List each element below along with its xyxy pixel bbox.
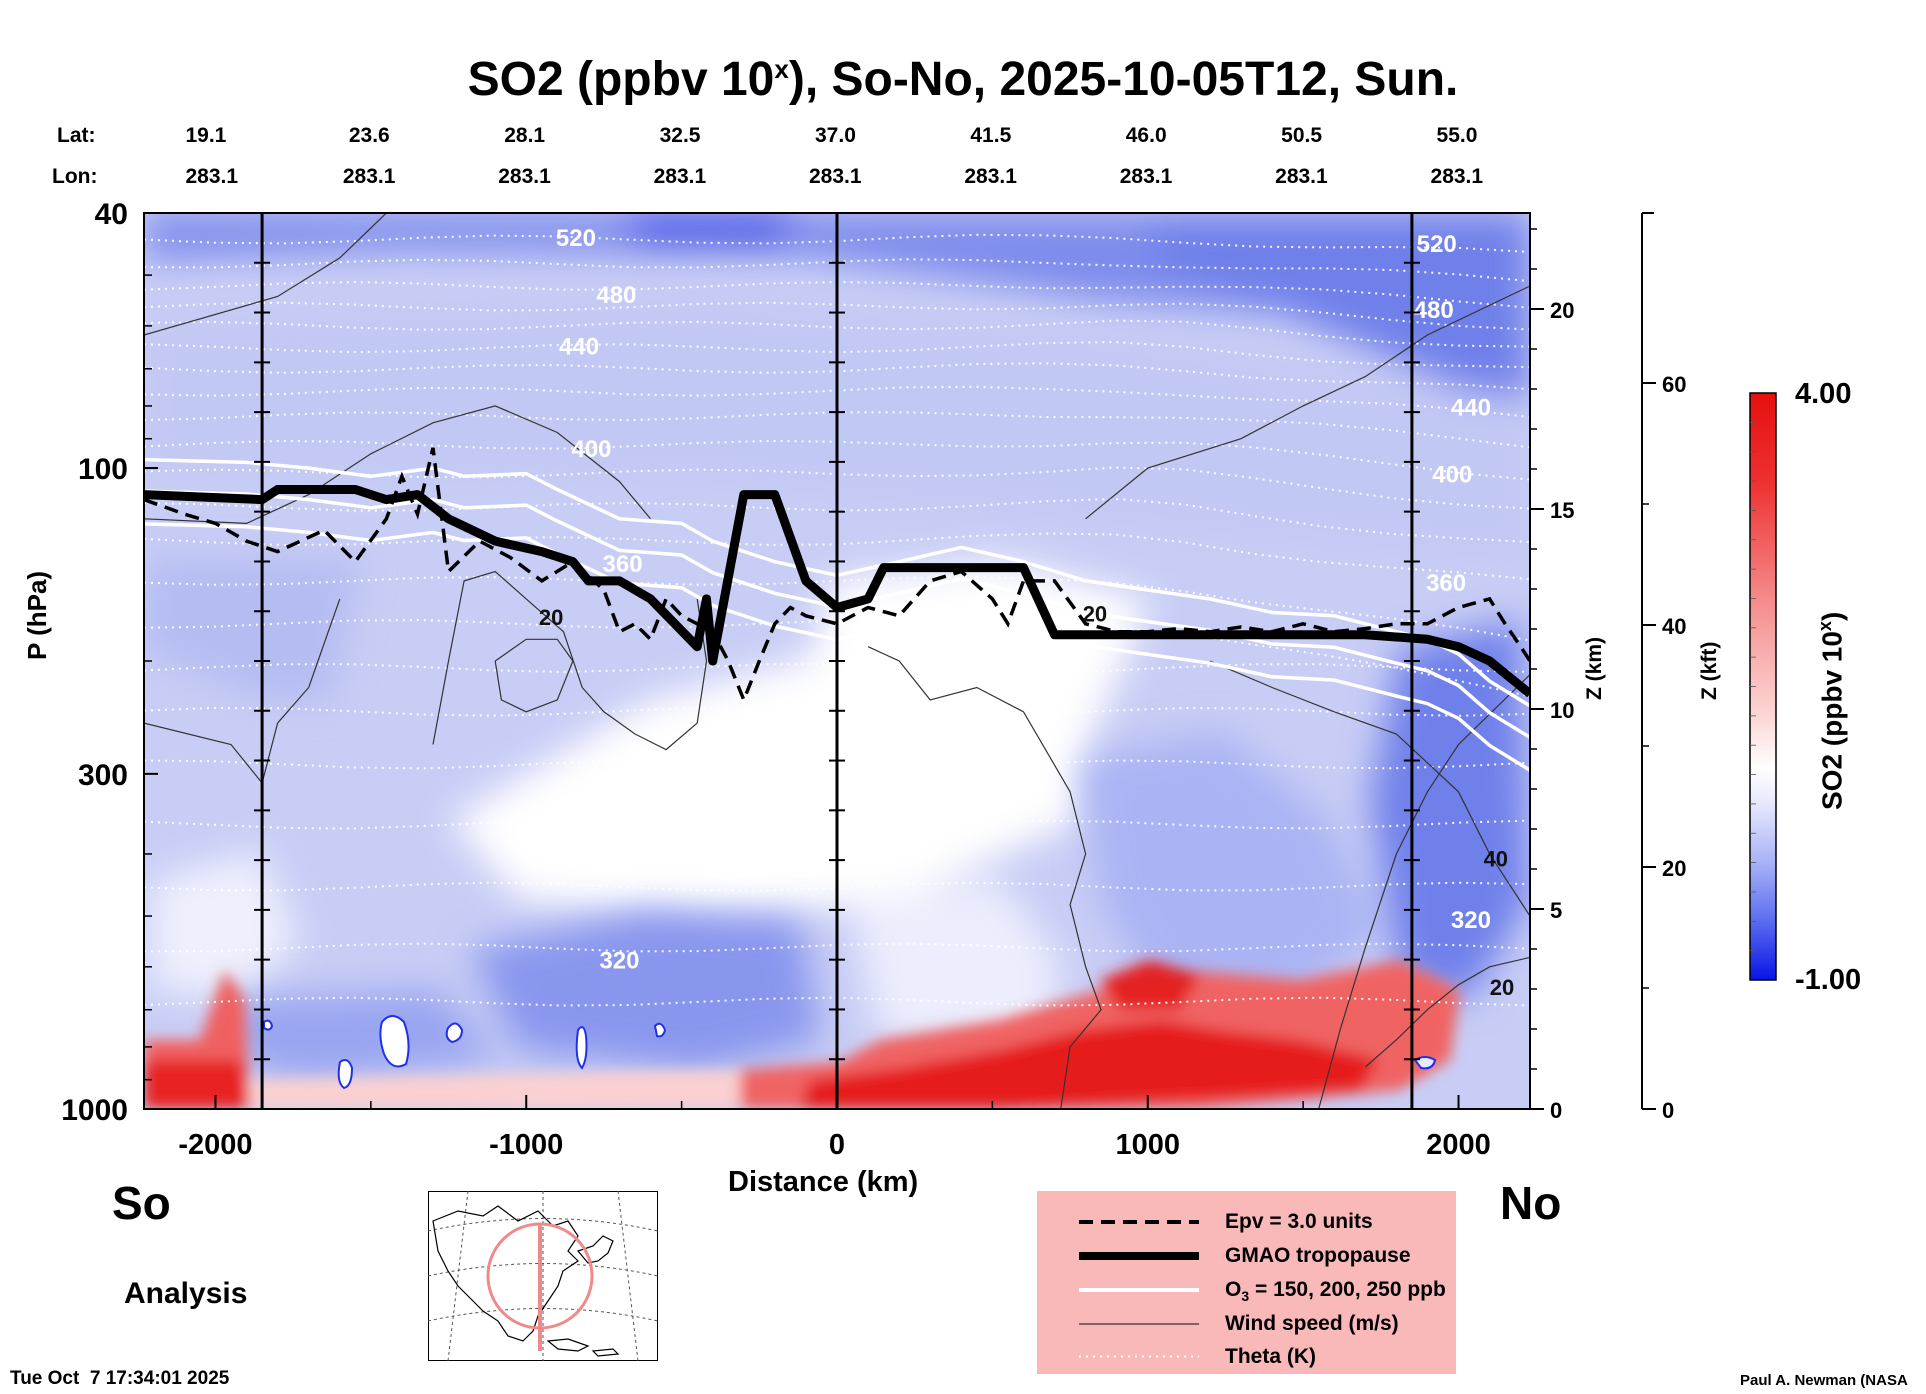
y-tick-label: 100 [78,453,128,486]
inset-map [428,1191,658,1361]
theta-label: 480 [596,282,636,309]
wind-contour [494,638,574,713]
lon-value: 283.1 [1430,165,1484,188]
y-axis-label: P (hPa) [22,570,52,660]
theta-label: 360 [603,551,643,578]
wind-contour [144,405,651,525]
theta-label: 320 [1451,907,1491,934]
wind-contour [1085,285,1530,520]
theta-label: 400 [571,436,611,463]
wind-label: 20 [539,605,563,630]
theta-label: 320 [599,947,639,974]
x-tick-label: -2000 [178,1129,252,1161]
lat-value: 50.5 [1281,124,1323,147]
wind-label: 20 [1083,602,1107,627]
lon-value: 283.1 [653,165,707,188]
lat-value: 55.0 [1436,124,1478,147]
legend-item-tropopause: GMAO tropopause [1079,1244,1411,1267]
x-tick-label: 0 [829,1129,845,1161]
wind-contour [1209,660,1530,917]
direction-right-label: No [1500,1177,1562,1229]
wind-contour [1318,674,1530,1109]
lat-value: 23.6 [348,124,390,147]
lon-value: 283.1 [1119,165,1173,188]
lon-value: 283.1 [1275,165,1328,188]
colorbar-max-label: 4.00 [1795,378,1852,410]
theta-label: 440 [1451,395,1491,422]
y-tick-label: 300 [78,759,128,792]
wind-contour [1364,956,1530,1068]
lat-label: Lat: [57,124,96,147]
theta-label: 440 [559,333,599,360]
direction-left-label: So [112,1177,171,1229]
z-km-tick-label: 20 [1550,298,1574,323]
x-axis-label: Distance (km) [728,1166,919,1198]
wind-contour [867,646,1102,1109]
theta-label: 480 [1414,297,1454,324]
z-kft-axis-label: Z (kft) [1698,641,1721,700]
lon-label: Lon: [52,165,98,188]
colorbar-title: SO2 (ppbv 10x) [1815,611,1848,810]
y-tick-label: 1000 [61,1094,128,1127]
z-km-tick-label: 5 [1550,898,1562,923]
lon-value: 283.1 [342,165,396,188]
lat-value: 46.0 [1125,124,1167,147]
theta-label: 400 [1432,462,1472,489]
x-tick-label: 1000 [1116,1129,1181,1161]
legend-item-ozone: O3 = 150, 200, 250 ppb [1079,1278,1446,1305]
wind-contour [144,213,387,336]
lon-value: 283.1 [498,165,551,188]
z-km-tick-label: 0 [1550,1098,1562,1123]
lat-value: 19.1 [185,124,227,147]
wind-contour [144,598,341,785]
tropopause-line [144,485,1530,698]
z-kft-tick-label: 0 [1662,1098,1674,1123]
x-tick-label: 2000 [1426,1129,1491,1161]
lon-value: 283.1 [185,165,239,188]
z-km-axis-label: Z (km) [1583,637,1606,700]
ozone-contour [144,457,1530,708]
wind-label: 40 [1484,847,1508,872]
colorbar-min-label: -1.00 [1795,964,1862,996]
ozone-contour [144,522,1530,772]
z-kft-tick-label: 20 [1662,856,1686,881]
credit: Paul A. Newman (NASA [1740,1372,1908,1389]
chart-title: SO2 (ppbv 10x), So-No, 2025-10-05T12, Su… [467,53,1459,106]
lon-value: 283.1 [809,165,862,188]
y-tick-label: 40 [95,198,128,231]
lat-value: 28.1 [504,124,546,147]
wind-label: 20 [1490,975,1514,1000]
lat-value: 32.5 [659,124,701,147]
x-tick-label: -1000 [489,1129,563,1161]
z-kft-tick-label: 40 [1662,614,1686,639]
theta-label: 360 [1426,570,1466,597]
z-kft-tick-label: 60 [1662,372,1686,397]
legend-item-epv: Epv = 3.0 units [1079,1210,1373,1233]
lat-value: 41.5 [970,124,1012,147]
timestamp: Tue Oct 7 17:34:01 2025 [10,1368,230,1389]
legend-item-wind: Wind speed (m/s) [1079,1312,1399,1335]
legend: Epv = 3.0 units GMAO tropopause O3 = 150… [1037,1191,1456,1374]
epv-line [144,447,1530,705]
lon-value: 283.1 [964,165,1017,188]
theta-label: 520 [556,225,596,252]
lat-value: 37.0 [815,124,856,147]
legend-item-theta: Theta (K) [1079,1345,1316,1368]
theta-label: 520 [1417,231,1457,258]
wind-contour [432,570,708,751]
z-km-tick-label: 10 [1550,698,1574,723]
z-km-tick-label: 15 [1550,498,1574,523]
analysis-label: Analysis [124,1277,248,1310]
